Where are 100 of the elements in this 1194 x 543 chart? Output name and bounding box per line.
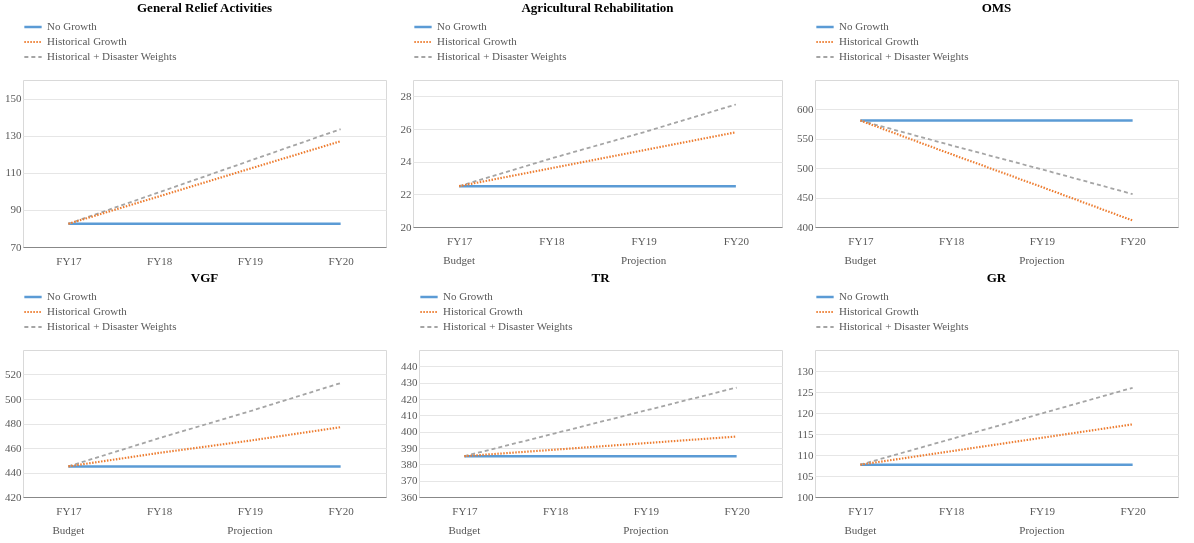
line-series [463,435,738,458]
x-tick-label: FY18 [147,504,173,517]
y-tick-label: 480 [5,417,22,429]
chart-title: General Relief Activities [136,0,273,15]
y-tick-label: 420 [401,392,418,405]
y-tick-label: 370 [401,474,418,487]
x-tick-label: FY19 [1029,234,1056,247]
y-tick-label: 520 [5,368,22,380]
x-tick-label: FY19 [633,504,660,517]
y-tick-label: 125 [797,385,814,398]
line-series [859,386,1134,466]
x-tick-label: FY17 [452,504,478,517]
x-tick-label: FY19 [631,234,658,247]
x-tick-label: FY18 [543,504,569,517]
y-tick-label: 440 [401,359,418,372]
text: Budget [844,524,877,536]
legend-label: Historical Growth [443,305,524,317]
x-tick-label: FY18 [939,504,965,517]
y-tick-label: 150 [5,92,22,105]
legend-label: Historical + Disaster Weights [437,50,567,62]
y-tick-label: 400 [797,220,814,233]
legend-label: Historical Growth [47,305,128,317]
chart-title: Agricultural Rehabilitation [521,0,675,15]
y-tick-label: 550 [797,132,814,145]
y-tick-label: 380 [401,457,418,470]
x-tick-label: FY20 [723,234,750,247]
text: Projection [621,254,667,266]
y-tick-label: 22 [400,187,412,200]
chart-title: OMS [981,0,1012,15]
text: Budget [443,254,476,266]
y-tick-label: 430 [401,376,418,389]
y-tick-label: 500 [5,392,22,405]
chart-title: GR [986,270,1007,285]
y-tick-label: 420 [5,490,22,503]
x-tick-label: FY17 [848,234,874,247]
legend-label: Historical Growth [437,35,518,47]
y-tick-label: 115 [797,427,814,440]
legend-label: Historical + Disaster Weights [47,320,177,332]
y-tick-label: 110 [5,166,22,179]
y-tick-label: 130 [5,129,22,142]
y-tick-label: 120 [797,406,814,419]
y-tick-label: 390 [401,441,418,454]
legend-label: No Growth [47,20,98,32]
legend-label: Historical + Disaster Weights [839,320,969,332]
text: Budget [448,524,481,536]
y-tick-label: 100 [797,490,814,503]
line-series [67,382,342,468]
x-tick-label: FY17 [848,504,874,517]
legend-label: No Growth [443,290,494,302]
line-series [458,131,737,188]
y-tick-label: 500 [797,161,814,174]
x-tick-label: FY18 [939,234,965,247]
x-tick-label: FY18 [539,234,565,247]
y-tick-label: 410 [401,408,418,421]
legend-label: No Growth [47,290,98,302]
y-tick-label: 70 [10,240,22,253]
legend-label: Historical + Disaster Weights [839,50,969,62]
chart-title: VGF [190,270,219,285]
x-tick-label: FY19 [237,254,264,267]
legend-label: Historical + Disaster Weights [443,320,573,332]
y-tick-label: 600 [797,102,814,115]
text: Projection [623,524,669,536]
legend-label: No Growth [437,20,488,32]
y-tick-label: 130 [797,364,814,377]
y-tick-label: 460 [5,441,22,454]
x-tick-label: FY20 [328,504,355,517]
y-tick-label: 440 [5,466,22,478]
line-series [859,423,1134,466]
line-series [458,103,737,188]
x-tick-label: FY20 [1120,504,1147,517]
y-tick-label: 90 [10,203,22,216]
text: Projection [1019,254,1065,266]
x-tick-label: FY17 [447,234,473,247]
text: Budget [52,524,85,536]
y-tick-label: 20 [400,220,412,233]
legend-label: Historical Growth [839,35,920,47]
y-tick-label: 24 [400,155,412,168]
legend-label: No Growth [839,290,890,302]
x-tick-label: FY17 [56,254,82,267]
line-series [859,119,1134,195]
x-tick-label: FY20 [328,254,355,267]
y-tick-label: 400 [401,425,418,438]
x-tick-label: FY20 [724,504,751,517]
text: Budget [844,254,877,266]
legend-label: Historical Growth [839,305,920,317]
text: Projection [1019,524,1065,536]
line-series [859,119,1134,222]
y-tick-label: 26 [400,122,412,135]
y-tick-label: 28 [400,89,412,102]
legend-label: Historical + Disaster Weights [47,50,177,62]
y-tick-label: 450 [797,191,814,204]
y-tick-label: 105 [797,469,814,482]
y-tick-label: 360 [401,490,418,503]
legend-label: Historical Growth [47,35,128,47]
line-series [463,386,738,458]
line-series [67,426,342,468]
y-tick-label: 110 [797,448,814,461]
x-tick-label: FY20 [1120,234,1147,247]
x-tick-label: FY19 [237,504,264,517]
legend-label: No Growth [839,20,890,32]
